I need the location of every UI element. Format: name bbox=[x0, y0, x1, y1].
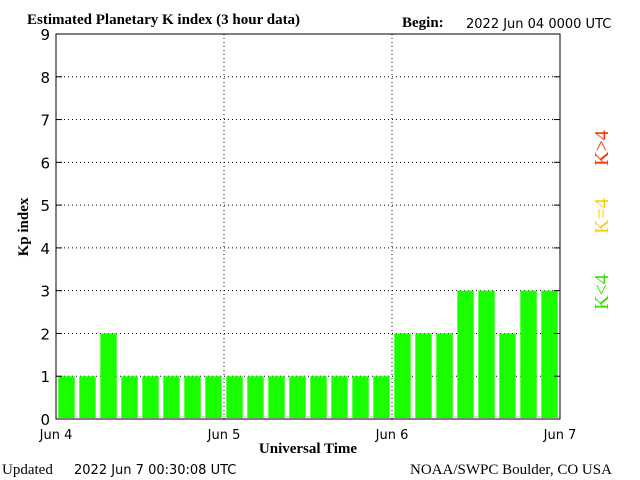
chart-title: Estimated Planetary K index (3 hour data… bbox=[27, 12, 300, 28]
x-tick-label: Jun 6 bbox=[375, 428, 409, 443]
legend-k-equal-4: K=4 bbox=[591, 198, 613, 234]
y-tick-label: 5 bbox=[40, 197, 50, 215]
x-tick-label: Jun 4 bbox=[39, 428, 73, 443]
kp-bar bbox=[415, 333, 432, 418]
begin-label: Begin: bbox=[402, 15, 444, 31]
y-tick-label: 1 bbox=[40, 368, 50, 386]
kp-bar bbox=[331, 376, 348, 418]
updated-label: Updated bbox=[2, 462, 53, 478]
kp-bar bbox=[121, 376, 138, 418]
x-tick-label: Jun 7 bbox=[543, 428, 577, 443]
kp-bar bbox=[541, 290, 558, 418]
legend-k-less-4: K<4 bbox=[591, 274, 613, 310]
kp-bar bbox=[457, 290, 474, 418]
kp-bar bbox=[163, 376, 180, 418]
y-axis-label: Kp index bbox=[16, 197, 32, 256]
legend-k-greater-4: K>4 bbox=[591, 130, 613, 166]
kp-bar bbox=[520, 290, 537, 418]
kp-bar bbox=[289, 376, 306, 418]
kp-bar bbox=[394, 333, 411, 418]
y-axis-ticks: 0 1 2 3 4 5 6 7 8 9 bbox=[40, 26, 560, 429]
y-tick-label: 4 bbox=[40, 240, 50, 258]
kp-bar bbox=[268, 376, 285, 418]
source-credit: NOAA/SWPC Boulder, CO USA bbox=[410, 462, 612, 478]
bars bbox=[58, 290, 558, 418]
kp-bar bbox=[478, 290, 495, 418]
updated-value: 2022 Jun 7 00:30:08 UTC bbox=[74, 463, 236, 478]
kp-bar bbox=[247, 376, 264, 418]
kp-bar bbox=[142, 376, 159, 418]
kp-bar bbox=[352, 376, 369, 418]
grid-lines bbox=[56, 34, 560, 419]
kp-bar bbox=[226, 376, 243, 418]
x-tick-label: Jun 5 bbox=[207, 428, 241, 443]
y-tick-label: 2 bbox=[40, 325, 50, 343]
y-tick-label: 8 bbox=[40, 69, 50, 87]
plot-frame bbox=[55, 33, 561, 420]
begin-value: 2022 Jun 04 0000 UTC bbox=[466, 17, 611, 32]
kp-bar bbox=[58, 376, 75, 418]
y-tick-label: 3 bbox=[40, 283, 50, 301]
kp-bar bbox=[184, 376, 201, 418]
kp-bar bbox=[79, 376, 96, 418]
kp-bar bbox=[436, 333, 453, 418]
y-tick-label: 6 bbox=[40, 154, 50, 172]
kp-bar bbox=[310, 376, 327, 418]
kp-bar bbox=[499, 333, 516, 418]
y-tick-label: 9 bbox=[40, 26, 50, 44]
x-axis-label: Universal Time bbox=[259, 441, 358, 457]
y-tick-label: 7 bbox=[40, 112, 50, 130]
y-tick-label: 0 bbox=[40, 411, 50, 429]
kp-bar bbox=[373, 376, 390, 418]
kp-bar bbox=[100, 333, 117, 418]
kp-bar bbox=[205, 376, 222, 418]
x-axis-ticks: Jun 4 Jun 5 Jun 6 Jun 7 bbox=[39, 428, 577, 443]
